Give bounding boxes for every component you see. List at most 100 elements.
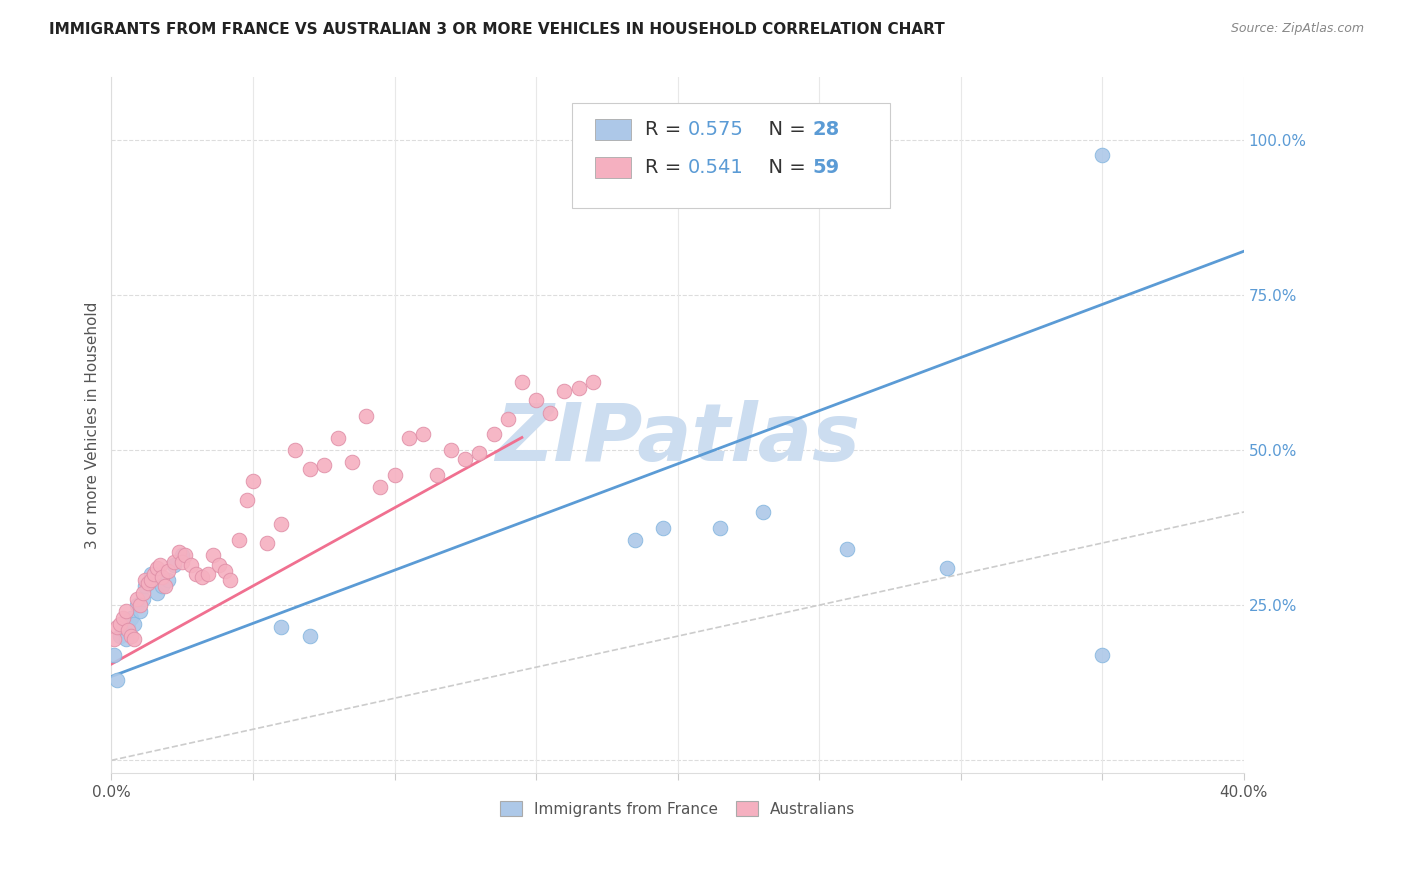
Text: 28: 28 [813,120,839,139]
Point [139,567,162,582]
Point [174,549,197,563]
Point [114,632,136,647]
Point [145,585,167,599]
Point [398,430,420,444]
Text: ZIPatlas: ZIPatlas [495,400,860,478]
Point [202,549,225,563]
Point [122,632,145,647]
Point [256,536,278,550]
Point [510,375,533,389]
Point [567,381,589,395]
Point [128,604,150,618]
Point [298,461,321,475]
Point [370,480,392,494]
Point [298,629,321,643]
Point [242,474,264,488]
Point [163,558,186,572]
Point [228,533,250,547]
Text: Source: ZipAtlas.com: Source: ZipAtlas.com [1230,22,1364,36]
Point [524,393,547,408]
Point [125,598,148,612]
Point [191,570,214,584]
FancyBboxPatch shape [595,120,631,140]
Point [652,520,675,534]
Point [312,458,335,473]
Text: R =: R = [645,120,688,139]
Point [111,623,134,637]
Text: N =: N = [756,120,811,139]
Point [284,442,307,457]
Point [128,598,150,612]
Point [117,623,139,637]
Point [426,467,449,482]
Point [751,505,773,519]
Point [384,467,406,482]
Point [172,549,194,563]
Point [103,632,125,647]
Point [169,545,191,559]
Point [236,492,259,507]
Text: R =: R = [645,158,688,178]
Legend: Immigrants from France, Australians: Immigrants from France, Australians [492,793,863,824]
Point [482,427,505,442]
Point [270,517,292,532]
Point [157,564,180,578]
Point [412,427,434,442]
Point [120,610,142,624]
Point [270,620,292,634]
Text: IMMIGRANTS FROM FRANCE VS AUSTRALIAN 3 OR MORE VEHICLES IN HOUSEHOLD CORRELATION: IMMIGRANTS FROM FRANCE VS AUSTRALIAN 3 O… [49,22,945,37]
FancyBboxPatch shape [595,157,631,178]
Point [553,384,575,398]
Point [145,561,167,575]
Point [326,430,349,444]
Point [120,629,142,643]
Point [150,580,173,594]
Point [208,558,231,572]
Point [180,558,202,572]
Point [538,406,561,420]
Text: 59: 59 [813,158,839,178]
Point [139,574,162,588]
Text: 0.575: 0.575 [688,120,744,139]
Text: 0.541: 0.541 [688,158,744,178]
Point [582,375,605,389]
Point [163,555,186,569]
FancyBboxPatch shape [572,103,890,208]
Point [186,567,208,582]
Point [157,574,180,588]
Point [219,574,242,588]
Point [142,567,165,582]
Point [122,616,145,631]
Point [148,558,170,572]
Point [117,620,139,634]
Point [624,533,647,547]
Point [197,567,219,582]
Point [134,574,156,588]
Point [131,591,153,606]
Point [340,455,363,469]
Point [114,604,136,618]
Point [111,610,134,624]
Point [105,620,128,634]
Point [837,542,859,557]
Point [131,585,153,599]
Point [454,452,477,467]
Point [105,673,128,687]
Point [108,629,131,643]
Point [354,409,377,423]
Point [153,580,176,594]
Point [496,412,519,426]
Point [108,616,131,631]
Point [134,580,156,594]
Point [1091,648,1114,662]
Point [136,576,159,591]
Text: N =: N = [756,158,811,178]
Point [103,648,125,662]
Point [440,442,463,457]
Point [468,446,491,460]
Point [172,555,194,569]
Point [150,570,173,584]
Point [709,520,731,534]
Point [214,564,236,578]
Point [935,561,957,575]
